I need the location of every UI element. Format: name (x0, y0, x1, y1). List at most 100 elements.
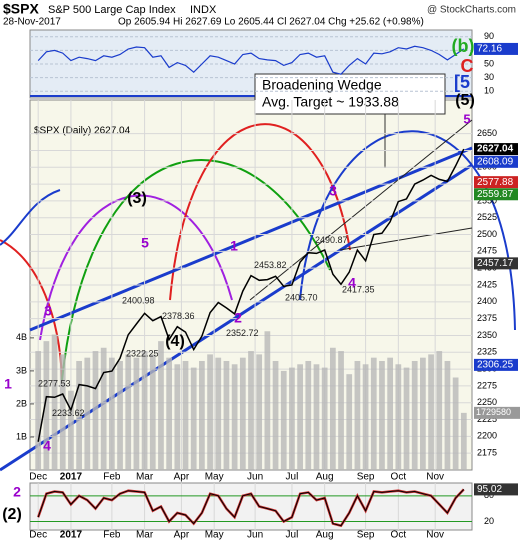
price-annotation: 2453.82 (254, 260, 287, 270)
rsi-tick-label: 30 (484, 72, 494, 82)
volume-bar (444, 360, 451, 470)
level-box (474, 176, 518, 189)
x-tick-label: Oct (391, 472, 407, 483)
level-label: 2306.25 (477, 360, 514, 371)
wave-label: 3 (44, 303, 52, 319)
volume-bar (313, 364, 320, 470)
volume-bar (403, 367, 410, 470)
wave-label: 5 (463, 111, 470, 126)
volume-bar (182, 360, 189, 470)
y-tick-label: 2500 (477, 229, 497, 239)
x-tick-label: Aug (316, 530, 334, 540)
volume-bar (207, 354, 213, 470)
volume-value: 1729580 (476, 407, 511, 417)
volume-bar (141, 351, 148, 470)
volume-bar (239, 357, 246, 470)
level-box (474, 155, 518, 168)
x-tick-label: Nov (426, 530, 444, 540)
volume-bar (231, 364, 238, 470)
wave-label: (2) (2, 506, 22, 523)
y-tick-label: 2400 (477, 296, 497, 306)
volume-bar (223, 360, 230, 470)
wave-label: C (461, 56, 474, 76)
arc (0, 189, 61, 246)
volume-bar (460, 412, 467, 470)
x-tick-label: Mar (136, 530, 154, 540)
wave-label: (5) (455, 92, 475, 109)
volume-bar (76, 360, 82, 470)
y-tick-label: 2550 (477, 195, 497, 205)
y-tick-label: 2425 (477, 279, 497, 289)
volume-bar (256, 354, 263, 470)
volume-bar (35, 351, 42, 470)
date: 28-Nov-2017 (3, 17, 61, 28)
wave-label: 3 (329, 183, 337, 199)
exchange: INDX (190, 4, 217, 16)
quote: Op 2605.94 Hi 2627.69 Lo 2605.44 Cl 2627… (118, 17, 424, 28)
volume-bar (199, 360, 205, 470)
y-tick-label: 2250 (477, 397, 497, 407)
x-tick-label: Aug (316, 472, 334, 483)
rsi-line (37, 45, 465, 75)
price-annotation: 2378.36 (162, 311, 195, 321)
y-tick-label: 2325 (477, 347, 497, 357)
x-tick-label: Feb (103, 472, 121, 483)
callout-box (254, 73, 446, 115)
x-tick-label: 2017 (60, 472, 83, 483)
rsi-tick-label: 50 (484, 58, 494, 68)
volume-bar (125, 354, 132, 470)
wave-label: 1 (4, 376, 12, 392)
x-tick-label: 2017 (60, 530, 83, 540)
volume-bar (215, 357, 222, 470)
price-annotation: 2405.70 (285, 292, 318, 302)
stoch-tick-label: 20 (484, 516, 494, 526)
wave-label: 5 (141, 235, 149, 251)
volume-bar (420, 357, 426, 470)
rsi-tick-label: 90 (484, 31, 494, 41)
volume-bar (92, 351, 99, 470)
volume-tick-label: 4B (16, 332, 27, 342)
wave-label: (3) (127, 190, 147, 207)
volume-bar (174, 364, 181, 470)
x-tick-label: Mar (136, 472, 154, 483)
level-label: 2577.88 (477, 177, 514, 188)
price-annotation: 2400.98 (122, 296, 155, 306)
wave-label: 2 (234, 310, 242, 326)
price-annotation: 2322.25 (126, 348, 159, 358)
x-tick-label: Jul (286, 530, 299, 540)
volume-bar (387, 357, 394, 470)
wave-label: 4 (348, 275, 356, 291)
level-label: 2457.17 (477, 258, 514, 269)
level-label: 2559.87 (477, 189, 514, 200)
volume-bar (289, 367, 295, 470)
legend: $SPX (Daily) 2627.04 (34, 126, 131, 137)
volume-bar (166, 357, 173, 470)
volume-bar (362, 364, 369, 470)
volume-bar (305, 360, 312, 470)
callout-text: Broadening Wedge (262, 77, 382, 93)
x-tick-label: Sep (357, 472, 375, 483)
y-tick-label: 2200 (477, 431, 497, 441)
wave-label: [5 (454, 72, 470, 92)
volume-bar (117, 360, 123, 470)
volume-bar (100, 347, 107, 470)
volume-bar (411, 360, 418, 470)
volume-bar (452, 377, 459, 470)
price-annotation: 2352.72 (226, 328, 259, 338)
ticker: $SPX (3, 1, 39, 17)
x-tick-label: May (205, 472, 224, 483)
volume-bar (280, 370, 287, 470)
y-tick-label: 2350 (477, 330, 497, 340)
x-tick-label: Oct (391, 530, 407, 540)
level-label: 2608.09 (477, 156, 514, 167)
x-tick-label: Jul (286, 472, 299, 483)
stoch-value-box (474, 483, 518, 496)
volume-bar (354, 360, 361, 470)
price-annotation: 2417.35 (342, 285, 375, 295)
level-box (474, 358, 518, 371)
rsi-tick-label: 10 (484, 86, 494, 96)
y-tick-label: 2650 (477, 128, 497, 138)
volume-tick-label: 1B (16, 431, 27, 441)
y-tick-label: 2225 (477, 414, 497, 424)
